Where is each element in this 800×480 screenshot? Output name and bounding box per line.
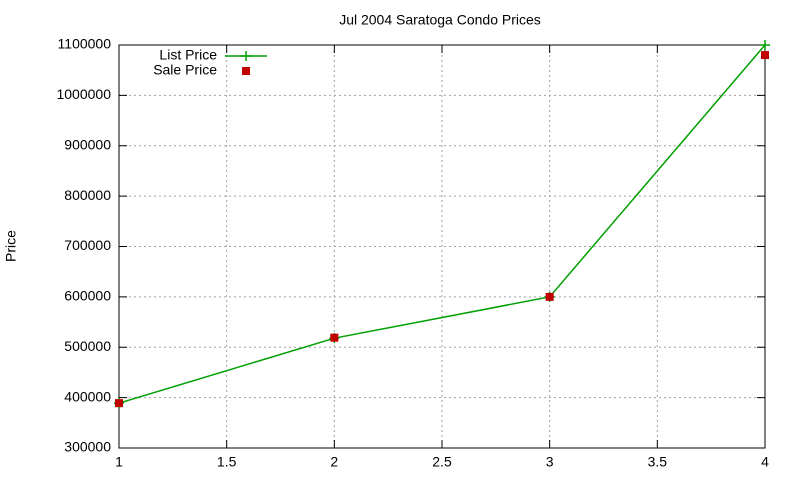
- y-tick-label: 300000: [64, 439, 111, 455]
- chart-title: Jul 2004 Saratoga Condo Prices: [339, 12, 541, 28]
- line: [118, 44, 766, 404]
- point: [115, 399, 123, 408]
- legend-marker: [241, 51, 251, 61]
- y-tick-label: 800000: [64, 187, 111, 203]
- x-tick-label: 1.5: [217, 454, 237, 470]
- y-tick-label: 400000: [64, 388, 111, 404]
- x-tick-label: 3: [546, 454, 554, 470]
- point: [330, 333, 339, 342]
- y-tick-label: 500000: [64, 338, 111, 354]
- y-tick-label: 600000: [64, 288, 111, 304]
- point: [761, 51, 769, 60]
- legend-label: List Price: [159, 47, 217, 63]
- y-axis-label: Price: [3, 230, 19, 262]
- legend-marker: [242, 67, 250, 75]
- x-tick-label: 4: [761, 454, 769, 470]
- point: [760, 40, 770, 50]
- legend-label: Sale Price: [153, 62, 217, 78]
- y-tick-label: 900000: [64, 136, 111, 152]
- x-tick-label: 3.5: [648, 454, 668, 470]
- x-tick-label: 2.5: [432, 454, 452, 470]
- x-tick-label: 1: [115, 454, 123, 470]
- y-tick-label: 1100000: [58, 36, 112, 52]
- x-tick-label: 2: [330, 454, 338, 470]
- y-tick-label: 1000000: [56, 86, 111, 102]
- plot-frame: [118, 44, 766, 449]
- point: [545, 292, 554, 301]
- y-tick-label: 700000: [64, 237, 111, 253]
